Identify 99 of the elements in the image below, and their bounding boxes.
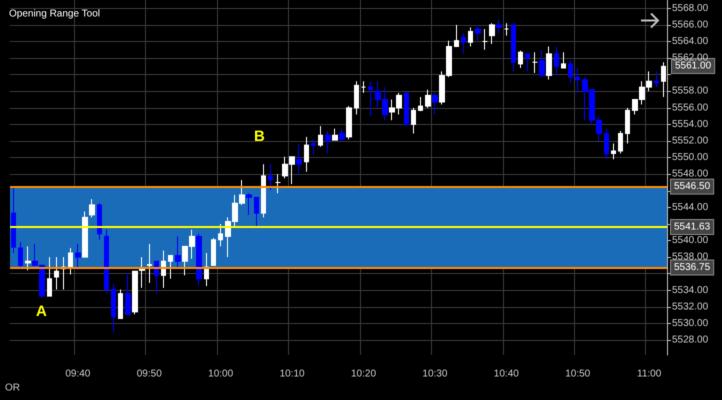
x-tick-label: 10:00: [208, 368, 234, 380]
candlestick: [368, 80, 373, 117]
candlestick: [125, 272, 131, 316]
candlestick: [118, 288, 123, 320]
candlestick: [196, 233, 202, 287]
x-tick-label: 10:20: [350, 368, 376, 380]
candlestick: [518, 50, 523, 69]
candlestick: [561, 52, 566, 69]
y-tick-label: 5568.00: [672, 2, 709, 14]
candlestick: [68, 248, 73, 276]
candlestick: [496, 18, 502, 34]
candlestick: [97, 202, 102, 240]
candlestick: [47, 256, 52, 297]
candlestick: [254, 196, 259, 227]
candlestick: [332, 128, 338, 141]
y-tick-label: 5540.00: [672, 235, 709, 246]
y-tick-label: 5544.00: [672, 202, 709, 213]
candlestick: [339, 128, 345, 142]
candlestick: [296, 142, 302, 175]
y-tick-label: 5538.00: [672, 252, 709, 263]
candlestick: [454, 24, 459, 47]
candlestick: [168, 254, 173, 280]
candlestick: [475, 24, 481, 42]
x-tick-label: 09:50: [136, 368, 162, 380]
candlestick: [361, 80, 366, 94]
y-tick-label: 5530.00: [672, 318, 709, 329]
candlestick: [75, 243, 81, 271]
candlestick: [304, 136, 309, 172]
candlestick: [104, 229, 109, 294]
candlestick: [404, 92, 409, 127]
text: 5561.00: [675, 60, 712, 72]
candlestick: [532, 52, 538, 74]
candlestick: [318, 126, 323, 148]
text: OR: [5, 382, 20, 394]
candlestick: [211, 238, 216, 266]
candlestick: [218, 223, 223, 247]
candlestick: [468, 26, 473, 47]
ref-line-label: 5536.75: [674, 262, 711, 273]
annotation: A: [36, 303, 47, 320]
x-tick-label: 10:50: [565, 368, 591, 380]
candlestick: [418, 96, 423, 112]
candlestick: [147, 243, 152, 284]
y-tick-label: 5548.00: [672, 168, 709, 180]
candlestick: [482, 28, 488, 50]
y-tick-label: 5550.00: [672, 152, 709, 164]
candlestick: [575, 68, 580, 94]
candlestick: [654, 70, 659, 88]
candlestick: [539, 50, 545, 78]
candlestick: [625, 107, 630, 144]
candlestick: [246, 192, 252, 216]
y-tick-label: 5552.00: [672, 136, 709, 147]
candlestick: [504, 22, 509, 36]
x-tick-label: 09:40: [65, 368, 91, 380]
candlestick: [275, 174, 281, 194]
candlestick: [268, 164, 273, 190]
candlestick: [546, 46, 552, 80]
ref-line-label: 5541.63: [674, 222, 711, 233]
annotation: B: [254, 128, 265, 145]
candlestick: [18, 242, 23, 268]
candlestick: [511, 22, 516, 72]
candlestick: [111, 283, 116, 334]
y-tick-label: 5534.00: [672, 284, 709, 296]
candlestick: [411, 107, 416, 134]
candlestick: [89, 198, 95, 218]
candlestick: [432, 92, 438, 115]
ref-line-label: 5546.50: [674, 181, 711, 192]
candlestick: [554, 46, 559, 76]
y-tick-label: 5554.00: [672, 118, 709, 130]
candlestick: [461, 32, 466, 54]
candlestick: [661, 62, 666, 98]
x-tick-label: 10:10: [280, 368, 306, 380]
y-tick-label: 5564.00: [672, 36, 709, 47]
candlestick: [525, 53, 530, 72]
candlestick: [604, 128, 609, 160]
candlestick: [311, 138, 316, 156]
x-tick-label: 10:40: [494, 368, 520, 380]
y-tick-label: 5532.00: [672, 301, 709, 312]
y-tick-label: 5566.00: [672, 19, 709, 30]
candlestick: [354, 80, 359, 115]
candlestick: [611, 142, 616, 160]
x-tick-label: 11:00: [637, 368, 662, 380]
candlestick: [11, 186, 16, 254]
candlestick: [425, 89, 431, 108]
candlestick: [161, 250, 166, 288]
y-tick-label: 5556.00: [672, 102, 709, 114]
y-tick-label: 5558.00: [672, 86, 709, 97]
y-tick-label: 5528.00: [672, 334, 709, 346]
candlestick: [489, 22, 495, 44]
candlestick: [175, 236, 181, 270]
candlestick: [54, 256, 59, 290]
candlestick: [325, 130, 331, 154]
candlestick: [25, 246, 31, 271]
candlestick: [261, 164, 266, 218]
text: Opening Range Tool: [9, 8, 100, 20]
x-tick-label: 10:30: [422, 368, 448, 380]
candlestick: [618, 130, 623, 154]
candlestick: [82, 211, 88, 258]
candlestick: [346, 106, 352, 140]
candlestick: [568, 60, 573, 84]
